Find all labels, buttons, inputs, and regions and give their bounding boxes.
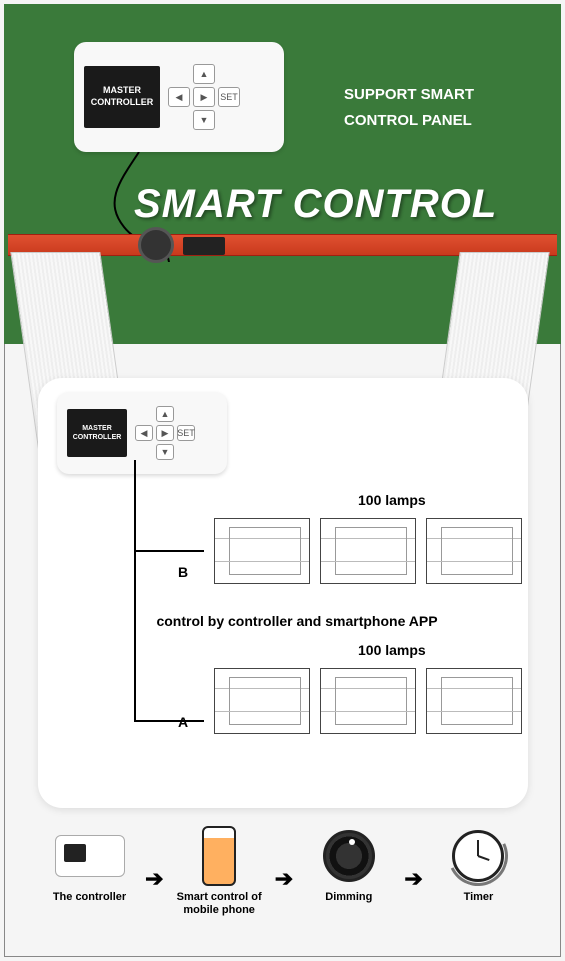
clock-icon (452, 830, 504, 882)
left-arrow-icon[interactable]: ◀ (168, 87, 190, 107)
set-button: SET (177, 425, 195, 441)
feature-strip: The controller ➔ Smart control of mobile… (42, 825, 526, 917)
lamp-unit (426, 518, 522, 584)
set-button[interactable]: SET (218, 87, 240, 107)
master-controller: MASTERCONTROLLER ▲ ◀ ▶ SET ▼ (74, 42, 284, 152)
controller-buttons: ▲ ◀ ▶ SET ▼ (168, 64, 240, 130)
lamp-unit (320, 668, 416, 734)
lamp-unit (214, 518, 310, 584)
down-arrow-icon[interactable]: ▼ (193, 110, 215, 130)
strip-controller: The controller (42, 825, 137, 904)
arrow-right-icon: ➔ (145, 866, 163, 892)
strip-label: Smart control of mobile phone (172, 891, 267, 917)
dial-icon (323, 830, 375, 882)
strip-label: Dimming (325, 891, 372, 904)
strip-label: Timer (464, 891, 494, 904)
right-arrow-icon[interactable]: ▶ (193, 87, 215, 107)
lamp-unit (426, 668, 522, 734)
arrow-right-icon: ➔ (275, 866, 293, 892)
strip-dimming: Dimming (301, 825, 396, 904)
strip-label: The controller (53, 891, 126, 904)
lamp-unit (214, 668, 310, 734)
main-title: SMART CONTROL (134, 182, 497, 227)
chain-a-letter: A (178, 714, 188, 730)
strip-phone: Smart control of mobile phone (172, 825, 267, 917)
chain-b-letter: B (178, 564, 188, 580)
dimmer-knob-icon (138, 227, 174, 263)
diagram-controller-buttons: ▲ ◀ ▶ SET ▼ (135, 406, 195, 460)
strip-timer: Timer (431, 825, 526, 904)
up-arrow-icon: ▲ (156, 406, 174, 422)
chain-a-count: 100 lamps (358, 642, 426, 658)
chain-b: 100 lamps B (38, 518, 528, 584)
support-line-1: SUPPORT SMART (344, 82, 474, 108)
arrow-right-icon: ➔ (404, 866, 422, 892)
controller-icon (55, 835, 125, 877)
diagram-caption: control by controller and smartphone APP (52, 613, 542, 629)
support-text: SUPPORT SMART CONTROL PANEL (344, 82, 474, 133)
up-arrow-icon[interactable]: ▲ (193, 64, 215, 84)
lamp-unit (320, 518, 416, 584)
wiring-diagram-card: MASTERCONTROLLER ▲ ◀ ▶ SET ▼ 100 lamps B… (38, 378, 528, 808)
right-arrow-icon: ▶ (156, 425, 174, 441)
chain-b-count: 100 lamps (358, 492, 426, 508)
phone-icon (202, 826, 236, 886)
diagram-controller: MASTERCONTROLLER ▲ ◀ ▶ SET ▼ (57, 392, 227, 474)
down-arrow-icon: ▼ (156, 444, 174, 460)
diagram-controller-screen: MASTERCONTROLLER (67, 409, 127, 457)
support-line-2: CONTROL PANEL (344, 108, 474, 134)
left-arrow-icon: ◀ (135, 425, 153, 441)
controller-screen: MASTERCONTROLLER (84, 66, 160, 128)
chain-a: 100 lamps A (38, 668, 528, 734)
port-icon (183, 237, 225, 255)
